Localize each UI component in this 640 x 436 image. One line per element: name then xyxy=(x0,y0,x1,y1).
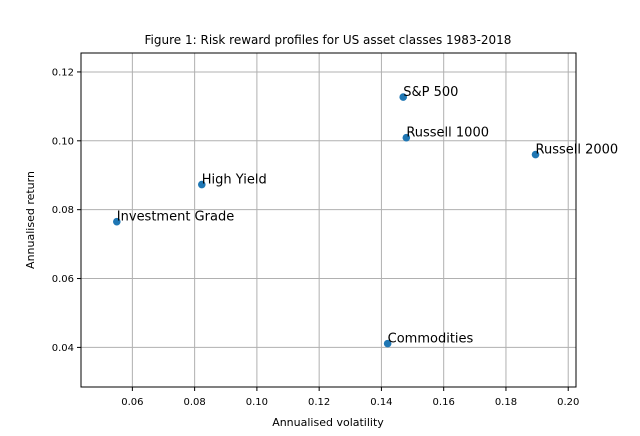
scatter-point xyxy=(531,150,540,159)
y-tick-label: 0.04 xyxy=(52,343,74,354)
point-label: Russell 1000 xyxy=(406,126,489,141)
scatter-point xyxy=(383,339,392,348)
scatter-point xyxy=(197,180,206,189)
plot-area-frame xyxy=(80,52,577,388)
point-label: Commodities xyxy=(388,332,474,347)
scatter-point xyxy=(113,217,121,226)
x-tick-label: 0.06 xyxy=(121,397,143,408)
point-label: Investment Grade xyxy=(117,210,234,225)
point-label: S&P 500 xyxy=(403,85,458,100)
x-tick-label: 0.14 xyxy=(370,397,392,408)
grid xyxy=(81,53,576,387)
x-tick-label: 0.16 xyxy=(433,397,455,408)
chart-title: Figure 1: Risk reward profiles for US as… xyxy=(145,33,512,47)
y-tick-label: 0.12 xyxy=(52,67,74,78)
scatter-point xyxy=(399,93,408,101)
axis-ticks: 0.06 0.08 0.10 0.12 0.14 0.16 0.18 0.20 0.04 0.06… xyxy=(52,67,580,408)
y-tick-label: 0.06 xyxy=(52,274,74,285)
x-tick-label: 0.18 xyxy=(495,397,517,408)
y-axis-label: Annualised return xyxy=(24,171,37,269)
x-axis-label: Annualised volatility xyxy=(272,416,384,429)
data-points: S&P 500 Russell 1000 Russell 2000 High Yiel… xyxy=(113,85,619,348)
y-tick-label: 0.08 xyxy=(52,205,74,216)
point-label: High Yield xyxy=(202,173,267,188)
y-tick-label: 0.10 xyxy=(52,136,74,147)
scatter-point xyxy=(402,133,411,142)
point-label: Russell 2000 xyxy=(536,143,619,158)
x-tick-label: 0.20 xyxy=(557,397,579,408)
x-tick-label: 0.10 xyxy=(246,397,268,408)
x-tick-label: 0.08 xyxy=(183,397,205,408)
x-tick-label: 0.12 xyxy=(308,397,330,408)
